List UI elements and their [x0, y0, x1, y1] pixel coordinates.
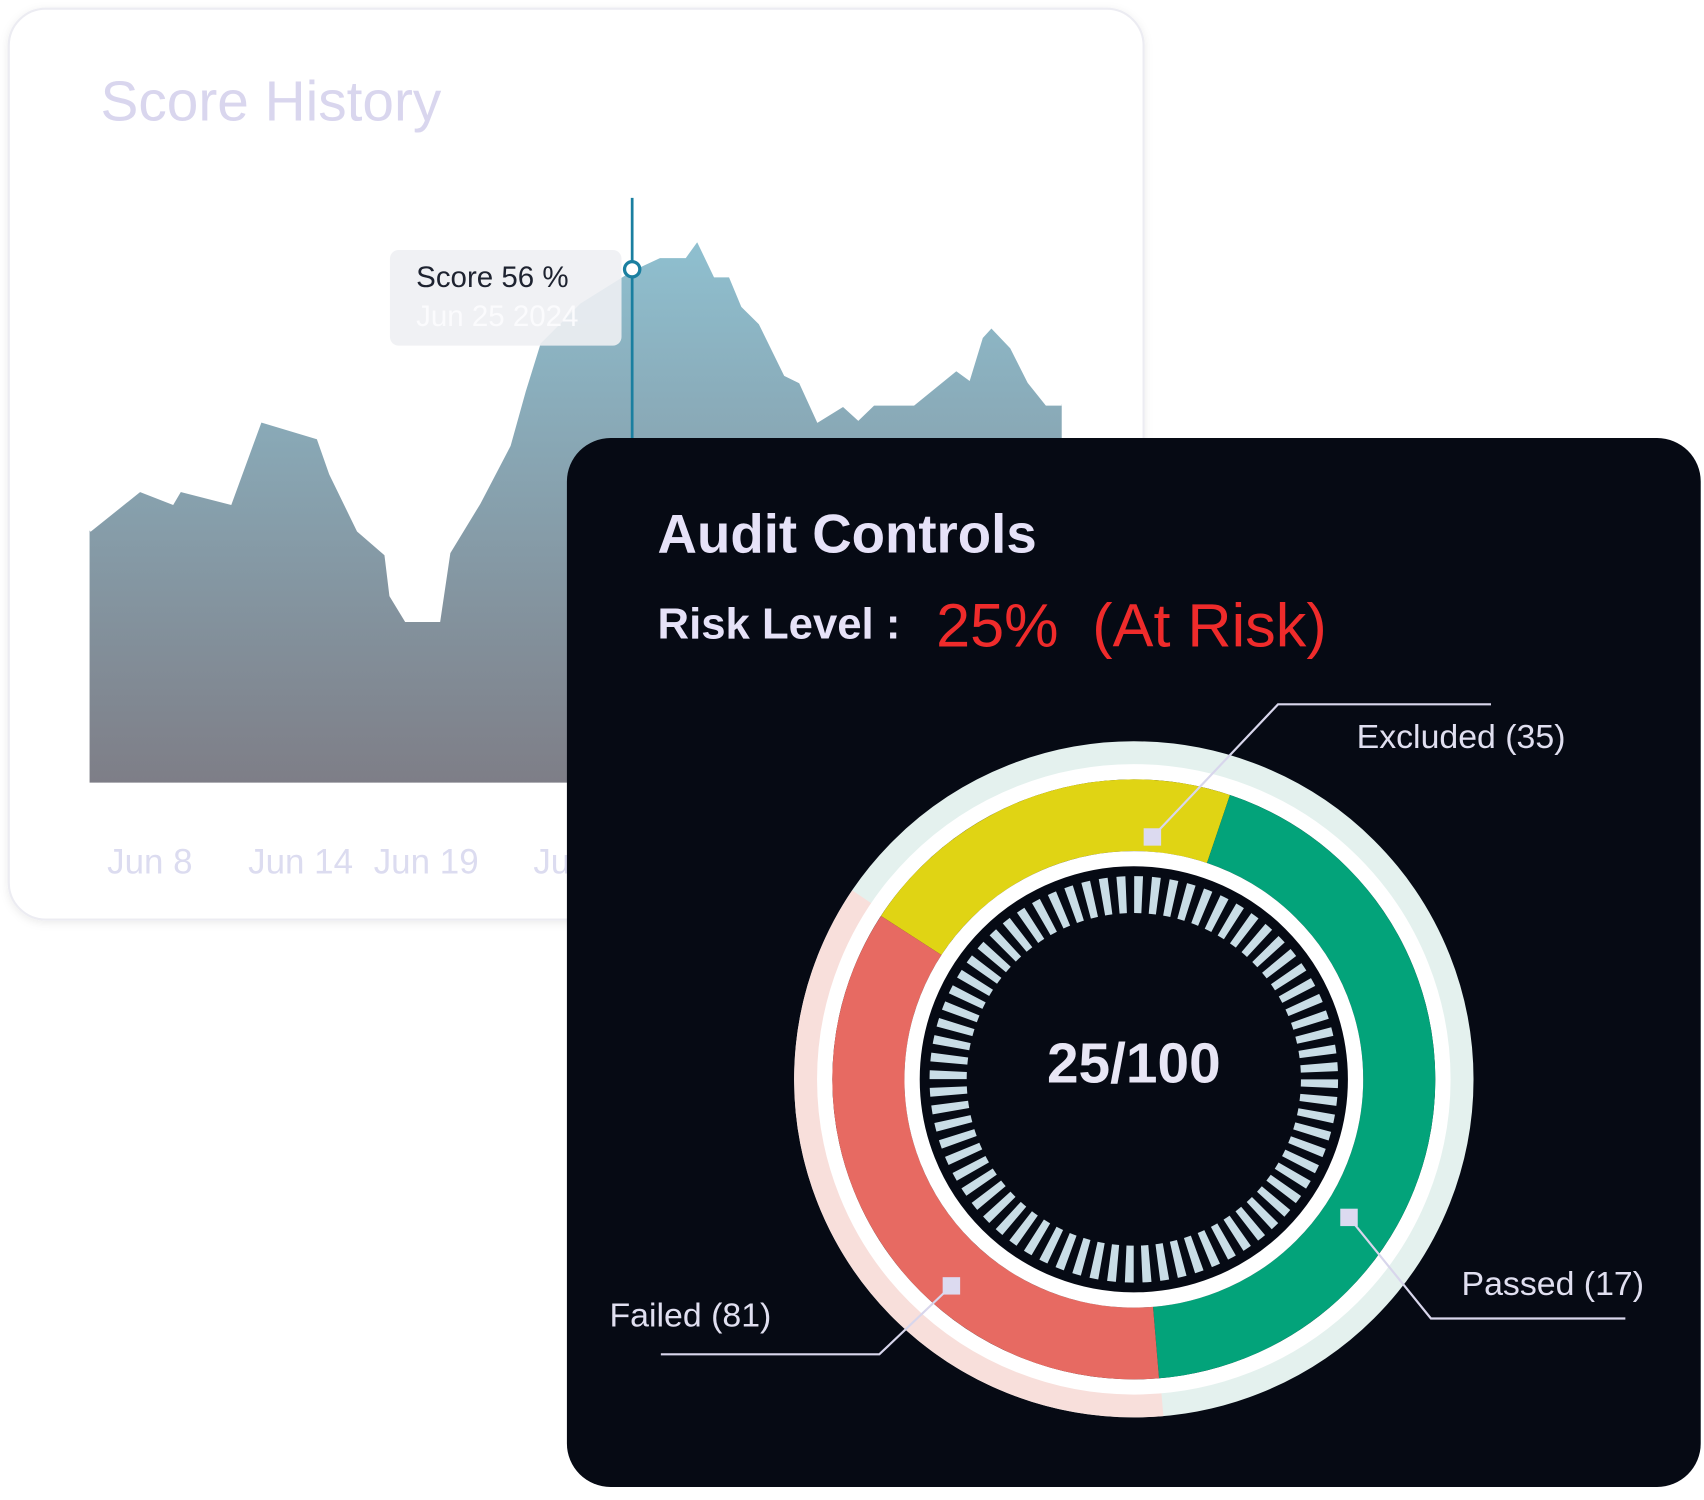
donut-segment: [880, 779, 1230, 956]
risk-value: 25%: [936, 592, 1058, 660]
risk-status: (At Risk): [1092, 592, 1326, 660]
inner-ring: [904, 851, 1364, 1308]
leader-line: [660, 1285, 953, 1356]
donut-segment: [832, 915, 1160, 1380]
leader-dot: [1143, 828, 1162, 846]
segment-label: Passed (17): [1462, 1265, 1645, 1303]
x-tick-label: Ju: [533, 842, 570, 881]
x-tick-label: Jun 19: [374, 842, 479, 881]
leader-dot: [942, 1277, 961, 1295]
tooltip: [389, 250, 622, 346]
leader-line: [1151, 703, 1491, 838]
risk-label: Risk Level :: [658, 601, 901, 649]
leader-dot: [1340, 1208, 1358, 1227]
tooltip-score: Score 56 %: [416, 261, 568, 294]
segment-label: Failed (81): [610, 1296, 772, 1334]
x-tick-label: Jun 14: [248, 842, 353, 881]
tooltip-date: Jun 25 2024: [416, 300, 578, 333]
cursor-point: [622, 260, 642, 279]
center-label: 25/100: [1047, 1032, 1221, 1095]
area-line: [88, 235, 1062, 622]
segment-label: Excluded (35): [1357, 718, 1566, 756]
x-tick-label: Jun 8: [107, 842, 192, 881]
white-ring: [817, 764, 1451, 1395]
card-title: Score History: [100, 70, 442, 133]
outer-ring: [794, 890, 1164, 1418]
card-title: Audit Controls: [658, 504, 1037, 565]
leader-line: [1348, 1216, 1626, 1320]
donut-segment: [1153, 795, 1436, 1379]
